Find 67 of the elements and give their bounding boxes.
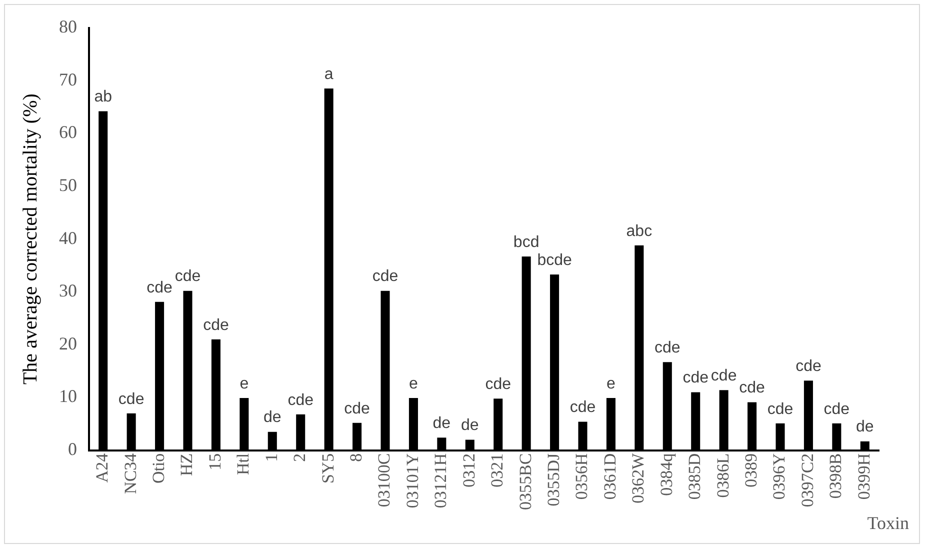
x-tick-label: 0386L [713,453,732,498]
x-tick-label: 1 [262,453,281,462]
y-tick-label: 30 [59,280,77,301]
x-tick-label: 03121H [431,453,450,508]
x-tick-label: 0396Y [770,453,789,500]
x-tick-label: 0356H [572,453,592,500]
data-label: e [240,375,249,392]
data-label: cde [174,268,201,286]
data-label: a [324,66,334,83]
x-tick-label: HZ [177,453,196,476]
y-tick-label: 20 [59,333,77,354]
y-axis-title: The average corrected mortality (%) [19,94,42,385]
y-tick-label: 70 [59,69,77,90]
y-tick-label: 40 [59,228,77,248]
x-tick-label: 0384q [656,452,676,496]
x-tick-label: 0355BC [516,453,535,510]
data-label: de [856,418,874,436]
data-label: cde [767,400,794,418]
data-label: de [432,415,451,432]
x-tick-label: SY5 [318,453,338,484]
x-tick-label: Htl [234,453,253,476]
x-tick-label: 0321 [488,453,507,488]
data-label: cde [654,340,680,357]
data-label: cde [485,376,512,393]
x-tick-label: A24 [92,452,112,483]
x-tick-label: 0399H [854,453,874,500]
x-tick-label: 2 [290,453,310,462]
data-label: de [460,417,479,434]
data-label: cde [710,368,737,385]
data-label: abc [626,222,652,240]
y-tick-label: 50 [59,174,77,195]
data-label: ab [94,88,112,106]
data-label: cde [739,380,766,397]
y-tick-label: 0 [68,439,77,460]
x-tick-label: 03100C [374,453,394,508]
data-label: cde [203,316,229,334]
data-label: bcd [513,234,540,251]
data-label: cde [682,370,709,387]
data-label: cde [146,279,173,296]
x-tick-label: 0385D [685,453,704,500]
data-label: bcde [537,252,572,269]
x-tick-label: 03101Y [402,453,422,508]
x-tick-label: 0389 [742,453,761,488]
x-tick-label: 0362W [628,452,648,504]
x-tick-label: NC34 [120,452,140,494]
x-tick-label: 0312 [459,453,478,488]
x-axis-title: Toxin [867,513,909,533]
data-label: cde [824,400,850,418]
data-label: de [263,409,282,426]
x-tick-label: 15 [205,453,224,470]
data-label: e [606,375,616,392]
x-tick-label: 0355DJ [544,452,564,506]
x-tick-label: 8 [346,453,366,462]
x-tick-label: 0398B [826,453,846,499]
x-tick-label: 0361D [600,453,620,500]
data-label: cde [288,392,314,409]
y-tick-label: 10 [59,386,77,406]
data-label: e [409,375,418,392]
data-label: cde [344,400,370,418]
y-tick-label: 60 [59,122,77,142]
data-label: cde [118,390,144,408]
x-tick-label: 0397C2 [798,453,817,508]
x-tick-label: Otio [149,453,168,484]
data-label: cde [372,268,398,286]
data-label: cde [796,358,822,376]
y-tick-label: 80 [59,16,77,37]
data-label: cde [570,399,596,416]
